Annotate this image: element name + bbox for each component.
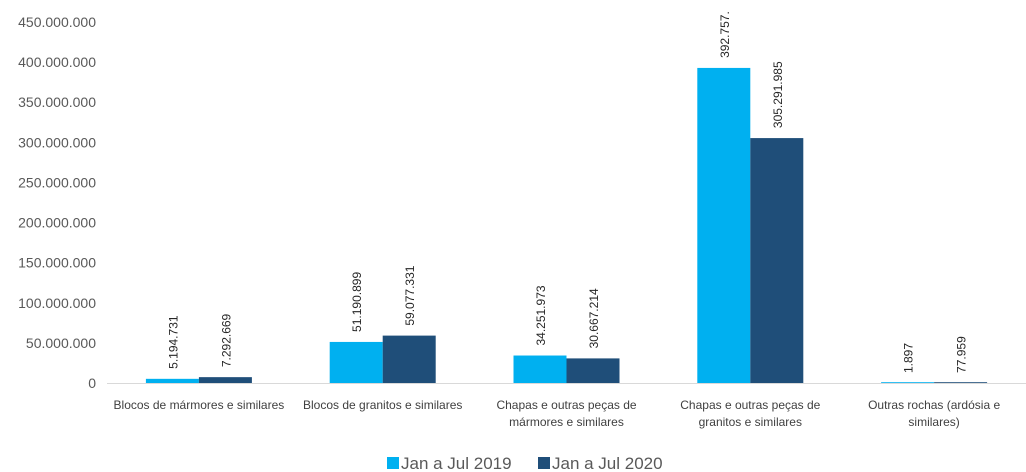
legend: Jan a Jul 2019 Jan a Jul 2020 — [387, 454, 663, 472]
data-label: 5.194.731 — [166, 315, 180, 369]
data-label: 1.897 — [902, 343, 916, 373]
data-label: 7.292.669 — [219, 313, 233, 367]
bar — [750, 138, 804, 383]
legend-label: Jan a Jul 2020 — [552, 454, 663, 472]
bar — [881, 382, 935, 383]
x-category-label: granitos e similares — [699, 415, 802, 429]
data-label: 51.190.899 — [350, 272, 364, 332]
y-tick-label: 350.000.000 — [18, 94, 96, 110]
bars — [145, 67, 988, 384]
legend-swatch — [538, 457, 550, 469]
y-tick-label: 300.000.000 — [18, 134, 96, 150]
data-label: 34.251.973 — [534, 285, 548, 345]
data-label: 77.959 — [955, 336, 969, 373]
bar — [697, 67, 751, 384]
y-tick-label: 50.000.000 — [26, 335, 96, 351]
y-tick-label: 0 — [88, 375, 96, 391]
y-tick-label: 100.000.000 — [18, 295, 96, 311]
y-tick-label: 150.000.000 — [18, 255, 96, 271]
x-category-label: Chapas e outras peças de — [496, 398, 636, 412]
bar — [934, 382, 988, 383]
y-tick-label: 450.000.000 — [18, 14, 96, 30]
x-category-label: Blocos de granitos e similares — [303, 398, 462, 412]
y-tick-label: 200.000.000 — [18, 215, 96, 231]
bar — [329, 341, 383, 383]
data-label: 30.667.214 — [587, 288, 601, 348]
y-tick-label: 250.000.000 — [18, 174, 96, 190]
data-label: 392.757. — [718, 11, 732, 58]
data-label: 59.077.331 — [403, 265, 417, 325]
y-tick-label: 400.000.000 — [18, 54, 96, 70]
y-axis: 0 50.000.000 100.000.000 150.000.000 200.000… — [18, 14, 96, 391]
x-axis: Blocos de mármores e similares Blocos de … — [107, 383, 1026, 429]
bar — [566, 358, 620, 383]
x-category-label: similares) — [908, 415, 959, 429]
x-category-label: mármores e similares — [509, 415, 624, 429]
bar — [382, 335, 436, 383]
legend-swatch — [387, 457, 399, 469]
bar — [198, 377, 252, 383]
bar — [513, 355, 567, 383]
data-labels: 5.194.731 7.292.669 51.190.899 59.077.331 34… — [166, 11, 968, 373]
data-label: 305.291.985 — [771, 61, 785, 128]
x-category-label: Blocos de mármores e similares — [114, 398, 285, 412]
bar — [145, 378, 199, 383]
x-category-label: Chapas e outras peças de — [680, 398, 820, 412]
x-category-label: Outras rochas (ardósia e — [868, 398, 1000, 412]
legend-label: Jan a Jul 2019 — [401, 454, 512, 472]
